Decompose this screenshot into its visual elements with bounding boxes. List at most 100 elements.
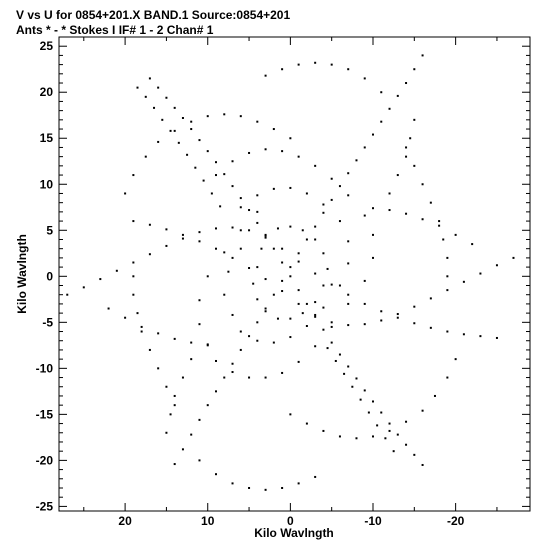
uv-point xyxy=(181,116,184,119)
uv-point xyxy=(281,290,284,293)
uv-point xyxy=(239,197,242,200)
uv-point xyxy=(322,203,325,206)
uv-point xyxy=(297,63,300,66)
plot-frame xyxy=(58,36,531,512)
uv-point xyxy=(355,377,358,380)
uv-point xyxy=(388,422,391,425)
uv-point xyxy=(429,201,432,204)
uv-point xyxy=(276,317,279,320)
uv-point xyxy=(231,226,234,229)
y-tick-label: -25 xyxy=(36,499,54,513)
uv-point xyxy=(326,347,329,350)
uv-point xyxy=(264,74,267,77)
uv-point xyxy=(380,319,383,322)
uv-point xyxy=(256,221,259,224)
uv-point xyxy=(248,486,251,489)
uv-point xyxy=(276,227,279,230)
uv-point xyxy=(206,275,209,278)
uv-point xyxy=(405,155,408,158)
uv-point xyxy=(367,411,370,414)
uv-point xyxy=(363,214,366,217)
uv-point xyxy=(372,207,374,210)
uv-point xyxy=(281,150,284,153)
uv-point xyxy=(446,275,449,278)
x-tick-label: 0 xyxy=(287,514,294,528)
uv-point xyxy=(252,282,255,285)
uv-point xyxy=(479,335,482,338)
uv-point xyxy=(223,173,226,176)
uv-point xyxy=(173,129,176,132)
uv-point xyxy=(330,325,333,328)
uv-point xyxy=(305,192,308,195)
uv-point xyxy=(132,293,135,296)
uv-point xyxy=(380,91,383,94)
uv-point xyxy=(198,139,201,142)
uv-point xyxy=(198,459,201,462)
uv-point xyxy=(239,229,242,232)
uv-point xyxy=(198,418,201,421)
uv-point xyxy=(215,359,217,362)
y-tick-label: -15 xyxy=(36,407,54,421)
uv-point xyxy=(301,312,304,315)
uv-point xyxy=(264,236,267,239)
y-tick-label: -5 xyxy=(42,315,53,329)
uv-point xyxy=(165,244,168,247)
uv-point xyxy=(454,358,457,361)
uv-point xyxy=(338,220,341,223)
uv-point xyxy=(198,231,201,234)
uv-point xyxy=(190,433,193,436)
uv-point xyxy=(355,437,358,440)
uv-point xyxy=(190,358,193,361)
uv-point xyxy=(363,146,366,149)
uv-point xyxy=(347,324,350,327)
uv-point xyxy=(264,148,267,151)
uv-point xyxy=(351,385,354,388)
uv-point xyxy=(413,164,416,167)
y-tick-labels: 25 20 15 10 5 0 -5 -10 -15 -20 -25 xyxy=(36,39,54,513)
uv-point xyxy=(314,61,317,64)
uv-point xyxy=(376,424,379,427)
y-tick-label: -10 xyxy=(36,361,54,375)
uv-point xyxy=(322,306,325,309)
uv-point xyxy=(264,488,267,491)
uv-point xyxy=(206,115,209,118)
uv-point xyxy=(396,433,399,436)
uv-point xyxy=(132,275,135,278)
uv-point xyxy=(190,128,193,131)
uv-point xyxy=(153,106,156,109)
uv-point xyxy=(248,229,251,232)
uv-point xyxy=(446,289,449,292)
uv-point xyxy=(157,332,160,335)
uv-point xyxy=(322,211,325,214)
uv-point xyxy=(322,429,325,432)
x-tick-label: 20 xyxy=(118,514,132,528)
uv-point xyxy=(314,238,317,241)
uv-point xyxy=(136,312,139,315)
uv-point xyxy=(322,328,325,331)
uv-point xyxy=(248,267,251,270)
uv-point xyxy=(148,77,151,80)
uv-point xyxy=(314,475,317,478)
uv-point xyxy=(495,336,498,339)
uv-point xyxy=(359,398,362,401)
uv-point xyxy=(372,233,374,236)
uv-point xyxy=(438,224,441,227)
uv-point xyxy=(256,210,259,213)
uv-point xyxy=(227,270,230,273)
uv-point xyxy=(289,186,292,189)
uv-point xyxy=(186,153,189,156)
uv-point xyxy=(231,160,234,163)
axis-ticks xyxy=(59,37,530,511)
uv-point xyxy=(210,192,213,195)
uv-point xyxy=(446,376,449,379)
uv-point xyxy=(157,140,160,143)
uv-point xyxy=(148,253,151,256)
x-tick-label: -10 xyxy=(364,514,382,528)
uv-point xyxy=(322,284,325,287)
uv-point xyxy=(446,330,449,333)
uv-point xyxy=(347,194,350,197)
uv-point xyxy=(219,205,222,208)
uv-point xyxy=(248,209,251,212)
uv-point xyxy=(405,146,408,149)
